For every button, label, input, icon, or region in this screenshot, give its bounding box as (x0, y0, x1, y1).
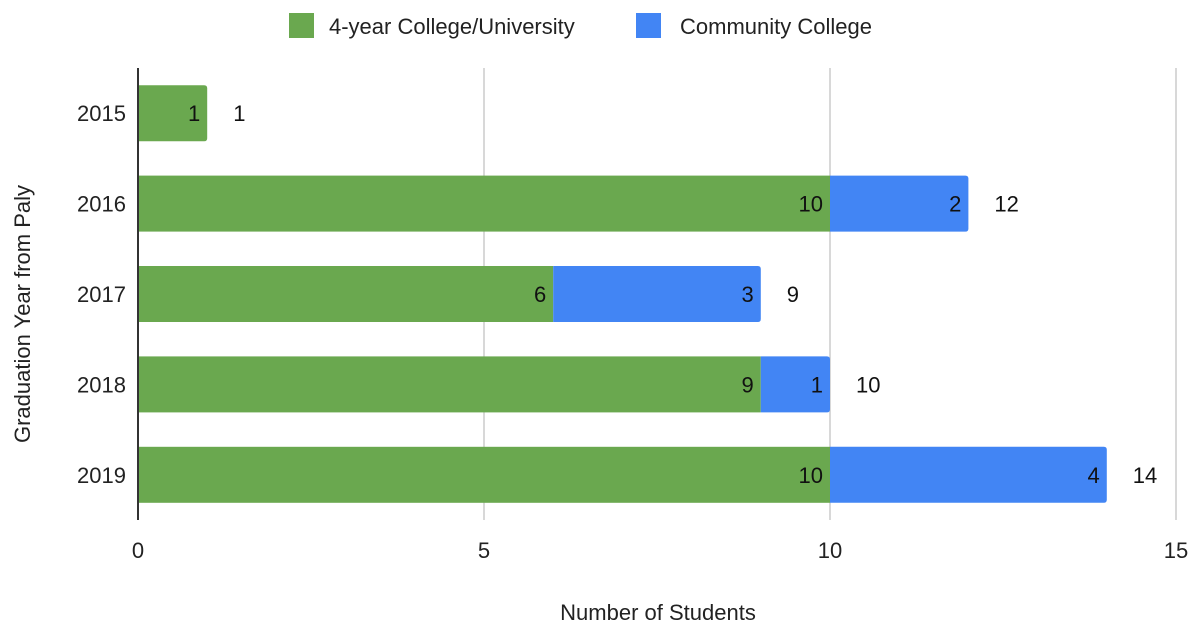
data-label-2019-series-1: 4 (1088, 463, 1100, 488)
legend: 4-year College/University Community Colle… (289, 13, 872, 39)
data-label-2018-series-1: 1 (811, 372, 823, 397)
legend-swatch-0 (289, 13, 314, 38)
y-tick-label: 2015 (77, 101, 126, 126)
bar-2019-series-0 (138, 446, 830, 503)
y-tick-label: 2018 (77, 372, 126, 397)
legend-label-1: Community College (680, 14, 872, 39)
total-label-2017: 9 (787, 282, 799, 307)
data-label-2015-series-0: 1 (188, 101, 200, 126)
data-label-2016-series-0: 10 (799, 192, 823, 217)
total-label-2015: 1 (233, 101, 245, 126)
total-label-2018: 10 (856, 372, 880, 397)
x-tick-label: 5 (478, 538, 490, 563)
y-tick-label: 2017 (77, 282, 126, 307)
data-label-2019-series-0: 10 (799, 463, 823, 488)
legend-label-0: 4-year College/University (329, 14, 575, 39)
x-tick-label: 15 (1164, 538, 1188, 563)
x-axis-title: Number of Students (560, 600, 756, 624)
bar-2017-series-1 (553, 266, 761, 322)
data-label-2017-series-0: 6 (534, 282, 546, 307)
axes: 0 5 10 15 2015 2016 2017 2018 2019 (77, 68, 1188, 563)
bar-2017-series-0 (138, 266, 554, 322)
x-tick-label: 0 (132, 538, 144, 563)
legend-swatch-1 (636, 13, 661, 38)
bars (138, 85, 1107, 503)
y-tick-label: 2019 (77, 463, 126, 488)
bar-2018-series-0 (138, 356, 761, 413)
y-axis-title: Graduation Year from Paly (10, 185, 35, 443)
bar-2016-series-0 (138, 175, 830, 232)
data-label-2016-series-1: 2 (949, 192, 961, 217)
total-label-2019: 14 (1133, 463, 1157, 488)
data-labels: 1 1 10 2 12 6 3 9 9 1 10 10 4 14 (188, 101, 1157, 488)
bar-2019-series-1 (830, 446, 1107, 503)
bar-2015-series-0 (138, 85, 208, 142)
y-tick-label: 2016 (77, 192, 126, 217)
bar-2018-series-1 (760, 356, 830, 413)
x-tick-label: 10 (818, 538, 842, 563)
data-label-2017-series-1: 3 (742, 282, 754, 307)
total-label-2016: 12 (994, 192, 1018, 217)
bar-2016-series-1 (830, 175, 969, 232)
data-label-2018-series-0: 9 (742, 372, 754, 397)
